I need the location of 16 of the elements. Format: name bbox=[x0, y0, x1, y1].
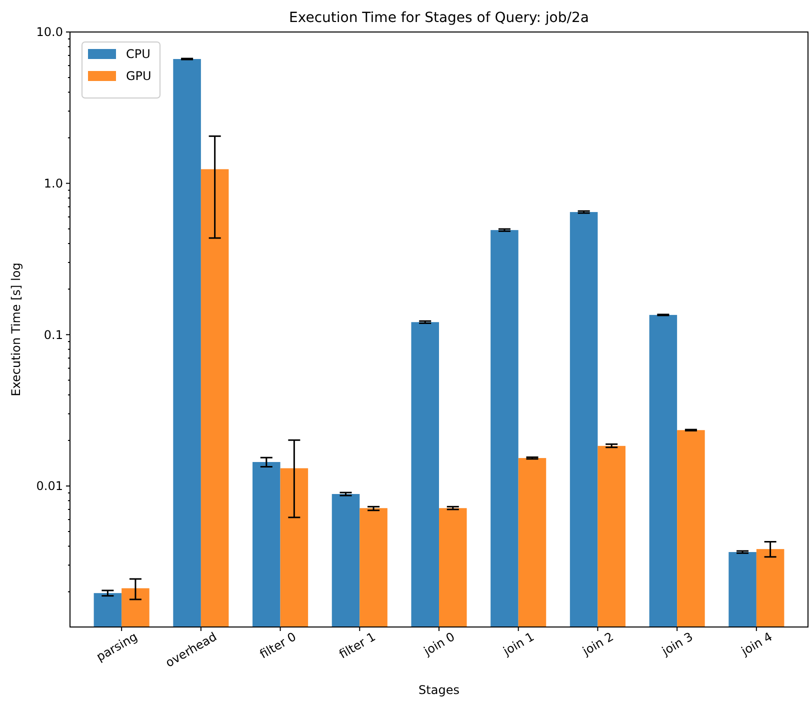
chart-title: Execution Time for Stages of Query: job/2a bbox=[289, 10, 589, 26]
legend-label: CPU bbox=[126, 47, 150, 62]
y-tick-label: 1.0 bbox=[44, 176, 63, 191]
x-tick-label: filter 1 bbox=[336, 630, 378, 662]
y-axis-title: Execution Time [s] log bbox=[9, 262, 23, 396]
y-tick-label: 10.0 bbox=[36, 25, 63, 40]
x-tick-label: join 1 bbox=[500, 630, 537, 659]
x-tick-label: join 3 bbox=[658, 630, 696, 659]
x-axis-title: Stages bbox=[418, 683, 460, 697]
x-tick-label: join 4 bbox=[738, 630, 775, 659]
y-tick-label: 0.01 bbox=[36, 479, 63, 494]
y-tick-label: 0.1 bbox=[44, 328, 63, 342]
legend-label: GPU bbox=[126, 69, 152, 84]
x-tick-label: join 0 bbox=[420, 630, 458, 659]
x-tick-label: filter 0 bbox=[257, 630, 298, 662]
x-tick-label: join 2 bbox=[579, 630, 616, 659]
